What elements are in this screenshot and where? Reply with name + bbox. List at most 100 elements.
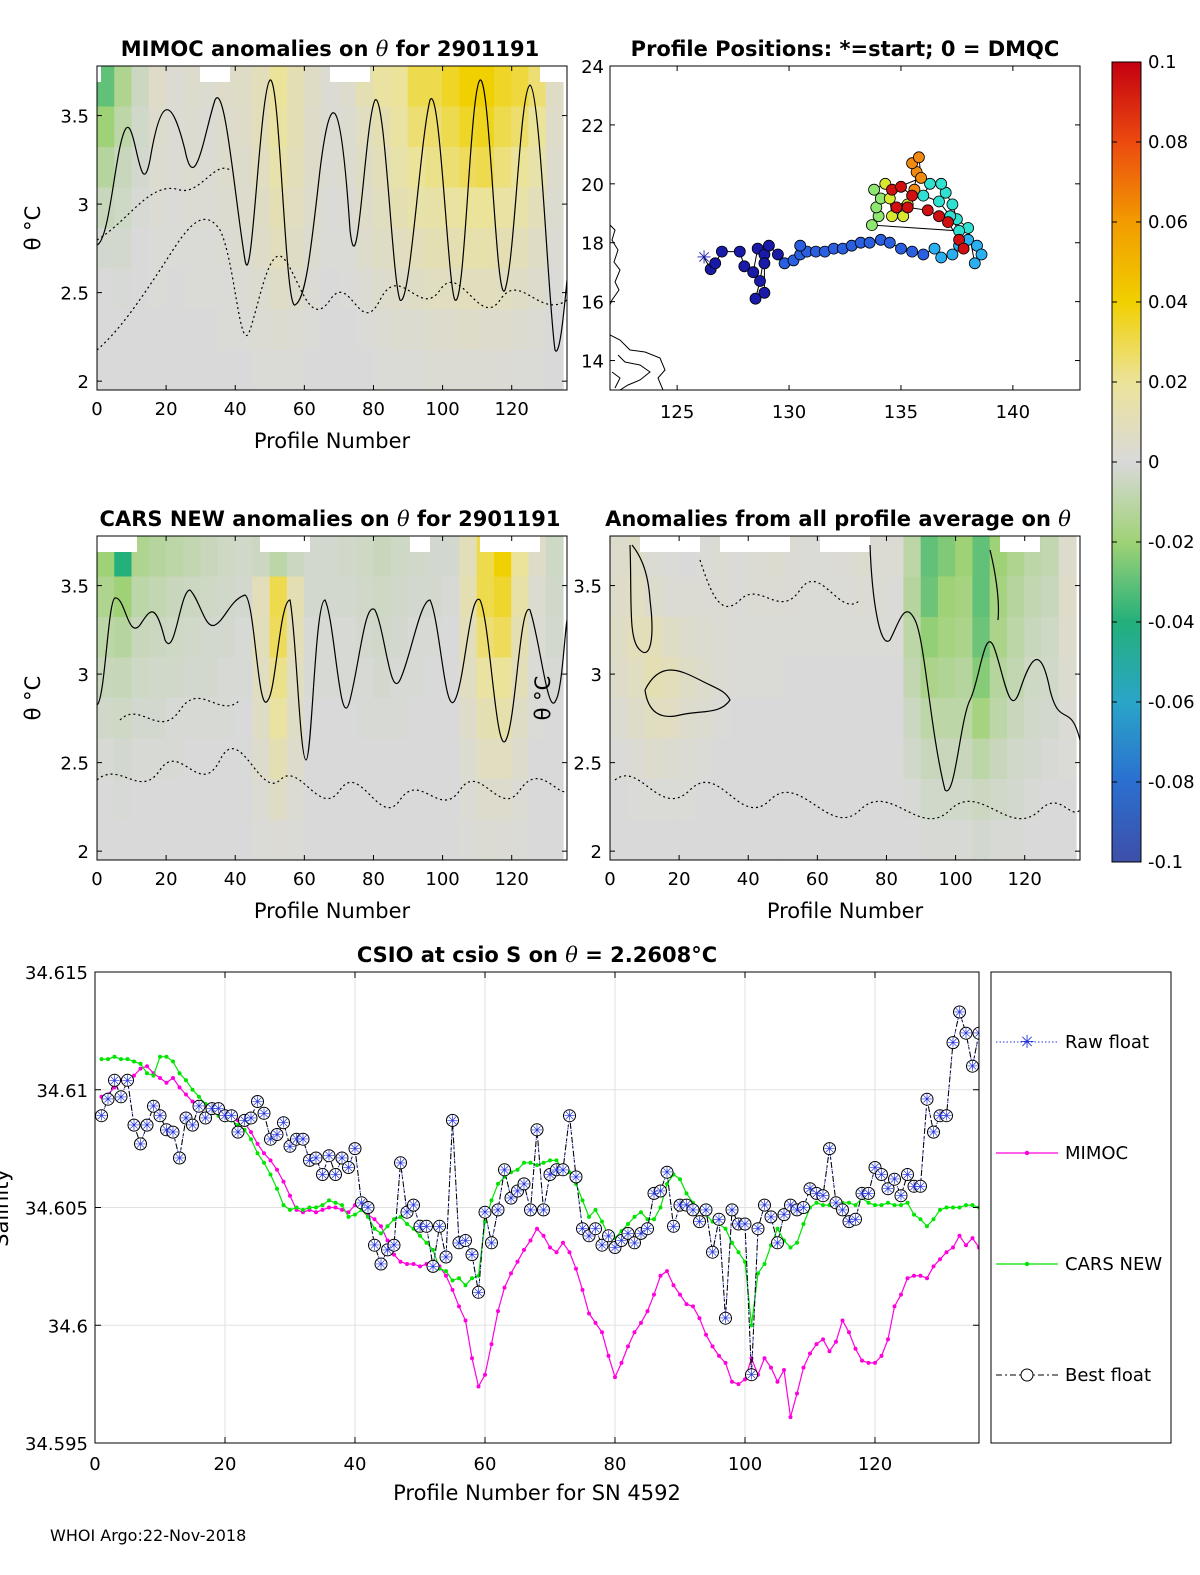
- raw-float-point: ✳: [661, 1165, 673, 1181]
- heatmap-cell: [868, 779, 887, 821]
- heatmap-cell: [442, 576, 461, 618]
- mimoc-point: [619, 1360, 624, 1365]
- x-tick-label: 120: [495, 399, 529, 420]
- heatmap-cell: [321, 147, 340, 189]
- best-float-point: [153, 1109, 167, 1123]
- mimoc-point: [177, 1085, 182, 1090]
- heatmap-cell: [114, 819, 133, 860]
- heatmap-cell: [937, 536, 956, 578]
- best-float-point: [530, 1123, 544, 1137]
- heatmap-cell: [459, 536, 478, 578]
- heatmap-cell: [217, 187, 236, 229]
- missing-data: [97, 66, 101, 82]
- raw-float-point: ✳: [395, 1156, 407, 1172]
- heatmap-cell: [166, 309, 184, 351]
- heatmap-cell: [545, 576, 564, 618]
- heatmap-cell: [338, 187, 357, 229]
- heatmap-cell: [183, 617, 202, 659]
- heatmap-cell: [183, 106, 202, 148]
- heatmap-cell: [338, 536, 357, 578]
- heatmap-cell: [1024, 576, 1043, 618]
- heatmap-cell: [97, 66, 115, 108]
- heatmap-cell: [97, 698, 115, 740]
- y-tick-label: 22: [581, 116, 604, 137]
- heatmap-cell: [200, 779, 219, 821]
- mimoc-point: [866, 1360, 871, 1365]
- heatmap-cell: [252, 698, 271, 740]
- heatmap-cell: [355, 268, 374, 310]
- heatmap-cell: [972, 779, 991, 821]
- heatmap-cell: [235, 536, 253, 578]
- best-float-point: [101, 1092, 115, 1106]
- heatmap-cell: [1058, 698, 1077, 740]
- mimoc-point: [665, 1269, 669, 1274]
- best-float-point: [517, 1177, 531, 1191]
- raw-float-point: ✳: [733, 1217, 745, 1233]
- heatmap-cell: [321, 738, 340, 780]
- raw-float-point: ✳: [453, 1236, 465, 1252]
- cars-point: [801, 1222, 806, 1226]
- heatmap-cell: [442, 738, 461, 780]
- cars-point: [119, 1057, 123, 1062]
- heatmap-cell: [545, 349, 564, 390]
- heatmap-cell: [183, 268, 202, 310]
- cars-point: [405, 1222, 409, 1226]
- missing-data: [410, 536, 430, 552]
- heatmap-cell: [97, 309, 115, 351]
- mimoc-point: [132, 1073, 136, 1078]
- missing-data: [200, 66, 230, 82]
- heatmap-cell: [373, 779, 392, 821]
- mimoc-point: [580, 1287, 585, 1292]
- heatmap-cell: [407, 617, 426, 659]
- best-float-point: [277, 1116, 290, 1130]
- cars-point: [132, 1059, 136, 1064]
- heatmap-cell: [765, 819, 784, 860]
- y-tick-label: 16: [581, 293, 604, 314]
- cars-point: [684, 1191, 689, 1196]
- raw-float-point: ✳: [343, 1161, 355, 1177]
- heatmap-cell: [338, 738, 357, 780]
- cars-point: [353, 1212, 357, 1217]
- raw-float-point: ✳: [421, 1219, 433, 1235]
- heatmap-cell: [493, 576, 512, 618]
- raw-float-point: ✳: [96, 1109, 108, 1125]
- footer-stamp: WHOI Argo:22-Nov-2018: [50, 1526, 247, 1545]
- heatmap-cell: [148, 309, 167, 351]
- heatmap-cell: [851, 698, 870, 740]
- heatmap-cell: [114, 268, 133, 310]
- mimoc-point: [684, 1302, 689, 1307]
- raw-float-point: ✳: [505, 1191, 517, 1207]
- allavg-panel: Anomalies from all profile average on θ …: [531, 507, 1081, 923]
- heatmap-cell: [476, 698, 495, 740]
- heatmap-cell: [442, 819, 461, 860]
- mimoc-point: [606, 1353, 611, 1358]
- raw-float-point: ✳: [804, 1182, 816, 1198]
- legend: ✳ Raw float MIMOC CARS NEW Best float: [990, 971, 1172, 1444]
- heatmap-cell: [217, 147, 236, 189]
- profile-position-dot: [968, 257, 981, 270]
- heatmap-cell: [748, 657, 766, 699]
- raw-float-point: ✳: [460, 1234, 472, 1250]
- raw-float-point: ✳: [869, 1161, 881, 1177]
- heatmap-cell: [748, 576, 766, 618]
- heatmap-cell: [476, 268, 495, 310]
- raw-float-point: ✳: [856, 1186, 868, 1202]
- best-float-point: [134, 1137, 147, 1151]
- legend-box: [990, 971, 1172, 1444]
- heatmap-cell: [713, 819, 732, 860]
- heatmap-cell: [114, 738, 133, 780]
- raw-float-point: ✳: [655, 1184, 667, 1200]
- y-tick-label: 2.5: [573, 754, 602, 775]
- heatmap-cell: [373, 657, 392, 699]
- cars-point: [340, 1203, 344, 1208]
- profile-position-dot: [863, 236, 876, 249]
- heatmap-cell: [493, 779, 512, 821]
- raw-float-point: ✳: [278, 1116, 290, 1132]
- legend-label-cars: CARS NEW: [1065, 1254, 1162, 1275]
- heatmap-cell: [200, 617, 219, 659]
- heatmap-cell: [765, 698, 784, 740]
- heatmap-cell: [252, 779, 271, 821]
- mimoc-point: [834, 1339, 838, 1344]
- cars-point: [379, 1231, 383, 1236]
- mimoc-point: [574, 1266, 578, 1271]
